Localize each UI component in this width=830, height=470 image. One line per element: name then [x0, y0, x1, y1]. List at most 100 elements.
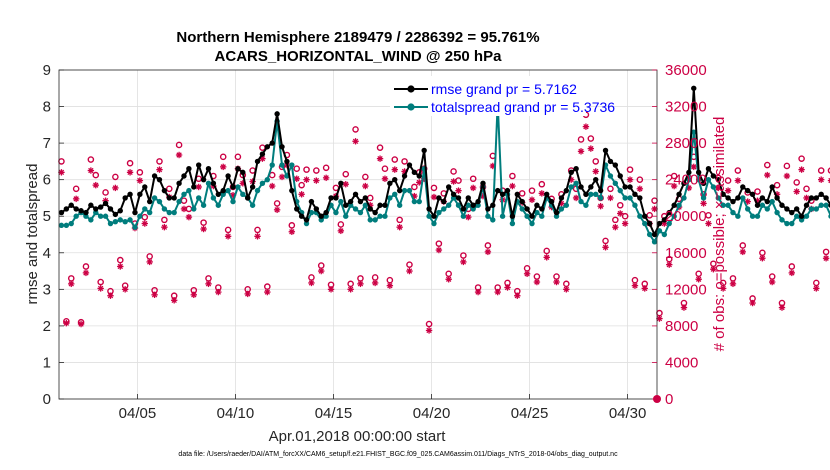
totalspread-point — [749, 213, 756, 219]
possible-obs-point — [827, 167, 830, 174]
totalspread-point — [387, 195, 393, 201]
assimilated-obs-point — [592, 168, 599, 175]
assimilated-obs-point — [705, 220, 712, 227]
possible-obs-point — [577, 136, 585, 143]
assimilated-obs-point — [200, 225, 207, 233]
possible-obs-point — [234, 153, 242, 161]
totalspread-point — [127, 217, 133, 223]
rmse-point — [215, 191, 222, 197]
totalspread-point — [132, 224, 138, 230]
possible-obs-point — [175, 141, 183, 149]
rmse-point — [83, 209, 89, 216]
rmse-point — [632, 191, 638, 197]
rmse-point — [769, 184, 775, 190]
axis-ticks: 0 1 2 3 4 5 6 7 8 9 0 4000 8000 12000 16000 20000 24000 2… — [43, 62, 707, 422]
assimilated-obs-point — [695, 276, 702, 283]
y-right-tick-label: 24000 — [665, 172, 707, 189]
rmse-point — [294, 206, 300, 212]
assimilated-obs-point — [543, 254, 550, 261]
rmse-point — [225, 173, 231, 179]
rmse-point — [676, 191, 682, 197]
assimilated-obs-point — [788, 269, 795, 277]
totalspread-point — [289, 162, 295, 168]
assimilated-obs-point — [445, 276, 452, 283]
possible-obs-point — [739, 242, 747, 249]
assimilated-obs-point — [465, 213, 472, 221]
possible-obs-point — [362, 173, 369, 181]
assimilated-obs-point — [636, 185, 644, 193]
assimilated-obs-point — [425, 327, 433, 334]
totalspread-point — [725, 202, 731, 208]
rmse-point — [779, 202, 785, 208]
totalspread-point — [735, 213, 741, 219]
rmse-point — [382, 202, 388, 208]
totalspread-point — [269, 162, 275, 168]
totalspread-point — [676, 202, 682, 208]
totalspread-point — [426, 213, 432, 219]
assimilated-obs-point — [818, 176, 825, 183]
assimilated-obs-point — [322, 174, 330, 182]
y-left-tick-label: 1 — [43, 354, 51, 371]
rmse-point — [725, 195, 731, 201]
assimilated-obs-point — [347, 286, 354, 293]
rmse-point — [396, 187, 403, 194]
assimilated-obs-point — [813, 285, 820, 292]
possible-obs-point — [322, 164, 330, 172]
totalspread-point — [534, 209, 540, 216]
totalspread-point — [308, 209, 315, 216]
totalspread-point — [151, 195, 158, 201]
rmse-point — [627, 184, 633, 190]
rmse-point — [68, 202, 74, 208]
totalspread-point — [112, 219, 119, 225]
totalspread-point — [343, 213, 349, 219]
rmse-point — [230, 184, 236, 190]
totalspread-point — [808, 206, 815, 212]
possible-obs-point — [112, 173, 119, 181]
chart-title-line2: ACARS_HORIZONTAL_WIND @ 250 hPa — [215, 48, 503, 65]
rmse-point — [117, 208, 123, 214]
assimilated-obs-point — [597, 202, 604, 210]
rmse-point — [823, 195, 829, 201]
possible-obs-point — [92, 171, 100, 179]
rmse-point — [534, 202, 540, 208]
rmse-point — [78, 208, 84, 214]
totalspread-point — [235, 184, 241, 190]
possible-obs-point — [813, 279, 820, 287]
totalspread-point — [793, 213, 800, 219]
rmse-point — [387, 180, 393, 187]
assimilated-obs-point — [357, 280, 364, 288]
assimilated-obs-point — [435, 246, 443, 254]
x-tick-label: 04/10 — [217, 405, 255, 422]
rmse-point — [568, 169, 574, 176]
assimilated-obs-point — [798, 166, 805, 173]
totalspread-point — [588, 191, 594, 197]
totalspread-point — [803, 213, 810, 219]
possible-obs-point — [626, 166, 634, 173]
totalspread-point — [671, 213, 677, 219]
totalspread-point — [558, 206, 565, 212]
rmse-point — [593, 176, 599, 183]
totalspread-point — [823, 202, 829, 208]
rmse-point — [529, 213, 535, 219]
rmse-point — [161, 187, 168, 194]
rmse-point — [338, 180, 344, 187]
totalspread-point — [529, 220, 535, 227]
possible-obs-point — [469, 175, 477, 183]
totalspread-point — [607, 173, 614, 179]
assimilated-obs-point — [244, 290, 251, 298]
totalspread-point — [372, 217, 378, 223]
totalspread-point — [637, 213, 643, 219]
totalspread-point — [681, 195, 687, 201]
assimilated-obs-point — [587, 145, 595, 152]
possible-obs-point — [460, 252, 467, 259]
totalspread-point — [465, 202, 471, 208]
possible-obs-point — [116, 256, 124, 264]
totalspread-point — [122, 219, 128, 225]
totalspread-point — [573, 180, 579, 187]
rmse-point — [784, 206, 790, 212]
rmse-point — [343, 202, 349, 208]
assimilated-obs-point — [504, 284, 511, 291]
rmse-point — [475, 198, 481, 205]
assimilated-obs-point — [313, 177, 320, 184]
assimilated-obs-point — [612, 223, 619, 231]
